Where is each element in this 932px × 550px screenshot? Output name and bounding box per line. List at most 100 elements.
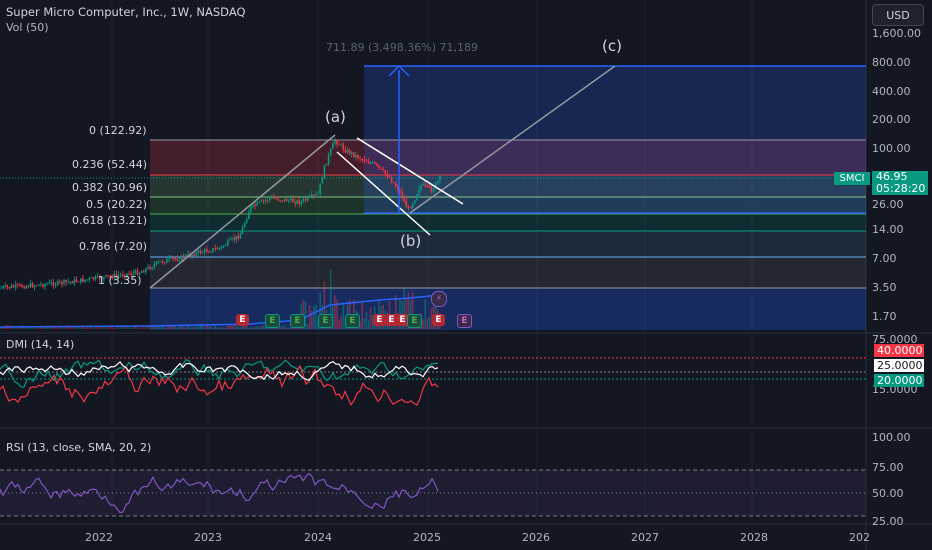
earnings-marker[interactable]: E <box>432 314 445 326</box>
candle-body <box>439 175 441 181</box>
volume-bar <box>365 311 368 329</box>
candle-body <box>75 279 78 282</box>
symbol-title[interactable]: Super Micro Computer, Inc., 1W, NASDAQ <box>6 5 246 19</box>
candle-body <box>269 197 271 201</box>
dmi-adx-line <box>0 361 439 381</box>
candle-body <box>12 285 15 288</box>
volume-bar <box>27 327 30 329</box>
candle-body <box>311 194 313 197</box>
candle-body <box>273 197 275 199</box>
volume-bar <box>245 325 248 329</box>
candle-body <box>292 198 294 203</box>
volume-bar <box>73 326 76 329</box>
volume-bar <box>241 325 244 329</box>
candle-body <box>407 207 410 209</box>
candle-body <box>174 258 177 260</box>
earnings-marker[interactable]: E <box>265 314 280 328</box>
volume-bar <box>161 325 164 329</box>
volume-bar <box>235 325 237 329</box>
wave-label-c[interactable]: (c) <box>602 37 622 55</box>
candle-body <box>281 200 284 202</box>
earnings-marker[interactable]: E <box>290 314 305 328</box>
volume-bar <box>50 325 53 329</box>
volume-bar <box>86 325 88 329</box>
volume-bar <box>313 306 315 329</box>
candle-body <box>140 271 143 273</box>
candle-body <box>250 206 252 213</box>
earnings-marker[interactable]: E <box>407 314 422 328</box>
split-event-icon[interactable]: ⚡ <box>431 291 447 307</box>
volume-bar <box>193 327 195 329</box>
volume-bar <box>371 314 374 329</box>
volume-bar <box>56 326 59 329</box>
candle-body <box>63 280 65 284</box>
volume-bar <box>174 326 177 329</box>
dmi-level-badge: 25.0000 <box>874 359 924 372</box>
candle-body <box>195 252 198 257</box>
volume-bar <box>96 326 99 329</box>
price-axis-label: 1.70 <box>872 310 897 323</box>
volume-bar <box>35 327 38 329</box>
wave-label-b[interactable]: (b) <box>400 232 422 250</box>
volume-bar <box>359 321 361 329</box>
fib-retracement <box>150 140 866 288</box>
price-axis-label: 100.00 <box>872 142 911 155</box>
price-axis-label: 400.00 <box>872 85 911 98</box>
earnings-marker[interactable]: E <box>457 314 472 328</box>
volume-indicator-label[interactable]: Vol (50) <box>6 21 49 34</box>
earnings-marker[interactable]: E <box>396 314 409 326</box>
volume-bar <box>115 327 118 329</box>
rsi-indicator-label[interactable]: RSI (13, close, SMA, 20, 2) <box>6 441 152 454</box>
volume-bar <box>138 327 141 329</box>
candle-body <box>138 272 141 275</box>
candle-body <box>374 162 376 164</box>
candle-body <box>325 163 328 166</box>
volume-bar <box>304 301 307 329</box>
candle-body <box>157 261 160 263</box>
candle-body <box>111 276 114 279</box>
earnings-marker[interactable]: E <box>345 314 360 328</box>
time-axis-label: 202 <box>849 531 870 544</box>
volume-bar <box>252 327 254 329</box>
candle-body <box>409 207 412 209</box>
candle-body <box>40 284 42 285</box>
candle-body <box>239 234 242 239</box>
candle-body <box>315 194 317 196</box>
candle-body <box>376 163 378 165</box>
fib-level-label: 0.236 (52.44) <box>72 158 148 171</box>
candle-body <box>348 149 351 154</box>
earnings-marker[interactable]: E <box>373 314 386 326</box>
volume-bar <box>224 327 227 329</box>
currency-button[interactable]: USD <box>872 4 924 26</box>
earnings-marker[interactable]: E <box>385 314 398 326</box>
wave-label-a[interactable]: (a) <box>325 108 346 126</box>
earnings-marker[interactable]: E <box>236 314 249 326</box>
earnings-marker[interactable]: E <box>318 314 333 328</box>
candle-body <box>260 200 263 202</box>
volume-bar <box>218 327 221 329</box>
candle-body <box>287 200 290 202</box>
candle-body <box>101 278 103 280</box>
candle-body <box>42 284 44 287</box>
volume-bar <box>220 327 223 329</box>
candle-body <box>119 274 122 276</box>
volume-bar <box>258 326 261 329</box>
candle-body <box>321 178 324 184</box>
volume-bar <box>126 325 128 329</box>
candle-body <box>319 183 321 195</box>
price-axis-label: 26.00 <box>872 198 904 211</box>
volume-bar <box>399 298 401 329</box>
candle-body <box>411 203 414 209</box>
candle-body <box>61 281 63 284</box>
volume-bar <box>103 327 105 329</box>
volume-bar <box>407 292 410 329</box>
candle-body <box>378 164 380 168</box>
candle-body <box>23 287 25 289</box>
candle-body <box>262 200 265 202</box>
dmi-indicator-label[interactable]: DMI (14, 14) <box>6 338 75 351</box>
time-axis-label: 2027 <box>631 531 659 544</box>
candle-body <box>233 238 235 240</box>
time-axis-label: 2025 <box>413 531 441 544</box>
